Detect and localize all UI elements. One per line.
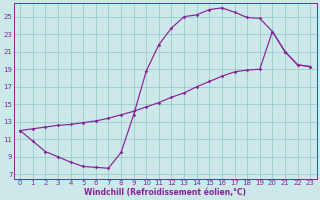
X-axis label: Windchill (Refroidissement éolien,°C): Windchill (Refroidissement éolien,°C) (84, 188, 246, 197)
